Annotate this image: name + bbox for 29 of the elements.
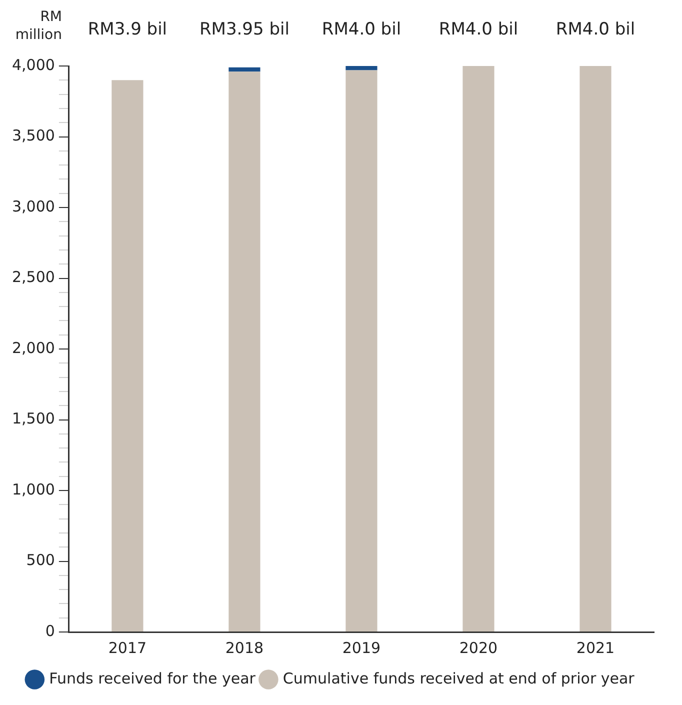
legend-label: Funds received for the year <box>49 669 256 688</box>
bar <box>228 67 260 72</box>
y-tick-label: 2,500 <box>12 268 55 286</box>
bar <box>346 70 378 632</box>
total-label: RM3.95 bil <box>199 19 290 40</box>
legend-label: Cumulative funds received at end of prior year <box>282 669 636 688</box>
total-label: RM4.0 bil <box>556 19 636 40</box>
bar <box>462 66 494 632</box>
bar <box>112 80 144 632</box>
y-axis-title: RM million <box>14 8 62 44</box>
total-label: RM4.0 bil <box>438 19 518 40</box>
text: 1,000 <box>12 480 55 498</box>
x-tick-label: 2017 <box>108 638 147 657</box>
y-tick-label: 3,500 <box>12 126 55 145</box>
y-tick-label: 0 <box>45 622 55 640</box>
y-tick-label: 1,500 <box>12 410 55 428</box>
y-tick-label: 3,000 <box>12 197 55 216</box>
x-tick-label: 2020 <box>459 638 498 657</box>
y-tick-label: 500 <box>26 551 55 570</box>
y-tick-label: 2,000 <box>12 338 55 357</box>
x-tick-label: 2018 <box>225 638 264 657</box>
x-tick-label: 2019 <box>342 638 381 657</box>
bar <box>346 66 378 70</box>
total-label: RM4.0 bil <box>322 19 402 40</box>
x-tick-label: 2021 <box>576 638 615 657</box>
y-tick-label: 4,000 <box>12 56 55 74</box>
bar <box>580 66 612 632</box>
total-label: RM3.9 bil <box>88 19 168 40</box>
bar <box>228 72 260 632</box>
